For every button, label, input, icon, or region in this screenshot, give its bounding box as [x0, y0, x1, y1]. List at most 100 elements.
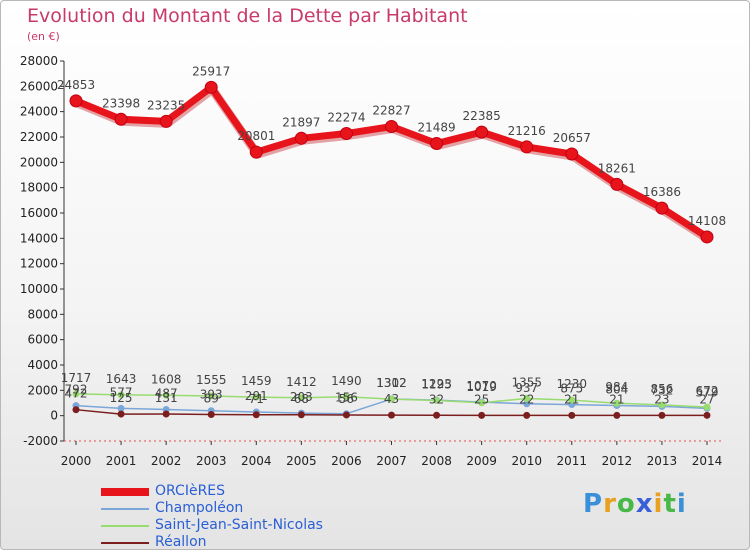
data-label-saint-jean-saint-nicolas: 1019: [466, 380, 497, 394]
y-tick-label: 18000: [20, 181, 58, 195]
data-point-reallon: [297, 411, 305, 419]
data-point-saint-jean-saint-nicolas: [523, 395, 531, 403]
data-point-saint-jean-saint-nicolas: [117, 391, 125, 399]
data-point-reallon: [568, 411, 576, 419]
data-point-orcieres: [700, 230, 714, 244]
data-label-reallon: 23: [654, 392, 669, 406]
y-tick-label: 20000: [20, 155, 58, 169]
y-tick-label: 24000: [20, 105, 58, 119]
y-tick-label: 4000: [27, 358, 58, 372]
data-point-orcieres: [655, 201, 669, 215]
data-point-saint-jean-saint-nicolas: [342, 393, 350, 401]
data-label-saint-jean-saint-nicolas: 1302: [376, 376, 407, 390]
logo-letter: t: [663, 489, 677, 519]
legend-item: Saint-Jean-Saint-Nicolas: [101, 517, 401, 534]
data-label-saint-jean-saint-nicolas: 1608: [151, 372, 182, 386]
data-label-champoleon: 1223: [421, 377, 452, 391]
data-label-saint-jean-saint-nicolas: 1459: [241, 374, 272, 388]
data-label-saint-jean-saint-nicolas: 984: [605, 380, 628, 394]
data-label-champoleon: 579: [696, 385, 719, 399]
logo-letter: P: [583, 489, 604, 519]
x-tick-label: 2000: [61, 454, 92, 468]
data-point-reallon: [117, 410, 125, 418]
data-point-saint-jean-saint-nicolas: [613, 399, 621, 407]
data-point-orcieres: [339, 127, 353, 141]
x-tick-label: 2005: [286, 454, 317, 468]
data-label-reallon: 56: [339, 392, 354, 406]
data-label-reallon: 21: [609, 392, 624, 406]
legend-swatch: [101, 525, 149, 527]
proxiti-logo: Proxiti: [583, 489, 687, 519]
data-label-orcieres: 24853: [57, 78, 95, 92]
chart-series: [69, 80, 714, 419]
data-label-reallon: 125: [110, 391, 133, 405]
y-tick-label: 2000: [27, 383, 58, 397]
data-point-orcieres: [385, 120, 398, 134]
data-label-reallon: 43: [384, 392, 399, 406]
data-label-orcieres: 16386: [643, 185, 681, 199]
data-point-reallon: [478, 411, 486, 419]
data-point-reallon: [72, 406, 80, 414]
x-tick-label: 2012: [602, 454, 633, 468]
y-tick-label: 26000: [20, 79, 58, 93]
x-tick-label: 2002: [151, 454, 182, 468]
data-label-reallon: 25: [474, 392, 489, 406]
data-point-reallon: [613, 411, 621, 419]
logo-letter: i: [653, 489, 664, 519]
data-point-saint-jean-saint-nicolas: [72, 390, 80, 398]
data-label-saint-jean-saint-nicolas: 1490: [331, 374, 362, 388]
data-point-saint-jean-saint-nicolas: [252, 393, 260, 401]
data-point-reallon: [388, 411, 395, 419]
x-tick-label: 2013: [647, 454, 678, 468]
data-point-saint-jean-saint-nicolas: [162, 391, 170, 399]
x-tick-label: 2010: [511, 454, 542, 468]
data-label-champoleon: 1070: [466, 379, 497, 393]
x-tick-label: 2014: [692, 454, 723, 468]
data-label-saint-jean-saint-nicolas: 1643: [106, 372, 137, 386]
data-label-saint-jean-saint-nicolas: 1412: [286, 375, 317, 389]
x-tick-label: 2006: [331, 454, 362, 468]
data-label-orcieres: 20657: [553, 131, 591, 145]
data-label-orcieres: 21489: [417, 120, 455, 134]
logo-letter: r: [603, 489, 617, 519]
x-tick-label: 2011: [557, 454, 588, 468]
data-label-champoleon: 393: [200, 388, 223, 402]
data-point-saint-jean-saint-nicolas: [388, 395, 395, 403]
legend-item: Réallon: [101, 534, 401, 550]
data-label-orcieres: 22274: [327, 111, 365, 125]
legend-label: Réallon: [155, 534, 207, 550]
data-point-saint-jean-saint-nicolas: [297, 394, 305, 402]
data-point-reallon: [658, 411, 666, 419]
data-point-reallon: [342, 411, 350, 419]
data-label-reallon: 71: [249, 392, 264, 406]
chart-title: Evolution du Montant de la Dette par Hab…: [27, 5, 468, 27]
data-point-orcieres: [610, 177, 624, 191]
data-label-orcieres: 22827: [372, 104, 410, 118]
y-tick-label: 6000: [27, 333, 58, 347]
data-label-champoleon: 487: [155, 386, 178, 400]
y-tick-label: 0: [50, 409, 58, 423]
data-label-reallon: 32: [429, 392, 444, 406]
x-tick-label: 2003: [196, 454, 227, 468]
legend-swatch: [101, 542, 149, 544]
data-point-saint-jean-saint-nicolas: [207, 392, 215, 400]
data-label-champoleon: 937: [515, 381, 538, 395]
data-label-champoleon: 732: [650, 383, 673, 397]
data-point-reallon: [162, 410, 170, 418]
data-label-champoleon: 203: [290, 390, 313, 404]
chart-subtitle: (en €): [27, 30, 60, 43]
data-label-saint-jean-saint-nicolas: 1717: [61, 371, 92, 385]
data-label-saint-jean-saint-nicolas: 1355: [511, 376, 542, 390]
legend-label: Saint-Jean-Saint-Nicolas: [155, 517, 323, 533]
data-label-orcieres: 18261: [598, 161, 636, 175]
y-tick-label: 28000: [20, 54, 58, 68]
x-tick-label: 2001: [106, 454, 137, 468]
data-label-saint-jean-saint-nicolas: 1555: [196, 373, 227, 387]
data-label-champoleon: 875: [560, 382, 583, 396]
data-label-orcieres: 14108: [688, 214, 726, 228]
data-point-saint-jean-saint-nicolas: [658, 401, 666, 409]
data-label-champoleon: 804: [605, 382, 628, 396]
data-label-orcieres: 25917: [192, 64, 230, 78]
y-tick-label: 14000: [20, 231, 58, 245]
data-label-reallon: 131: [155, 391, 178, 405]
